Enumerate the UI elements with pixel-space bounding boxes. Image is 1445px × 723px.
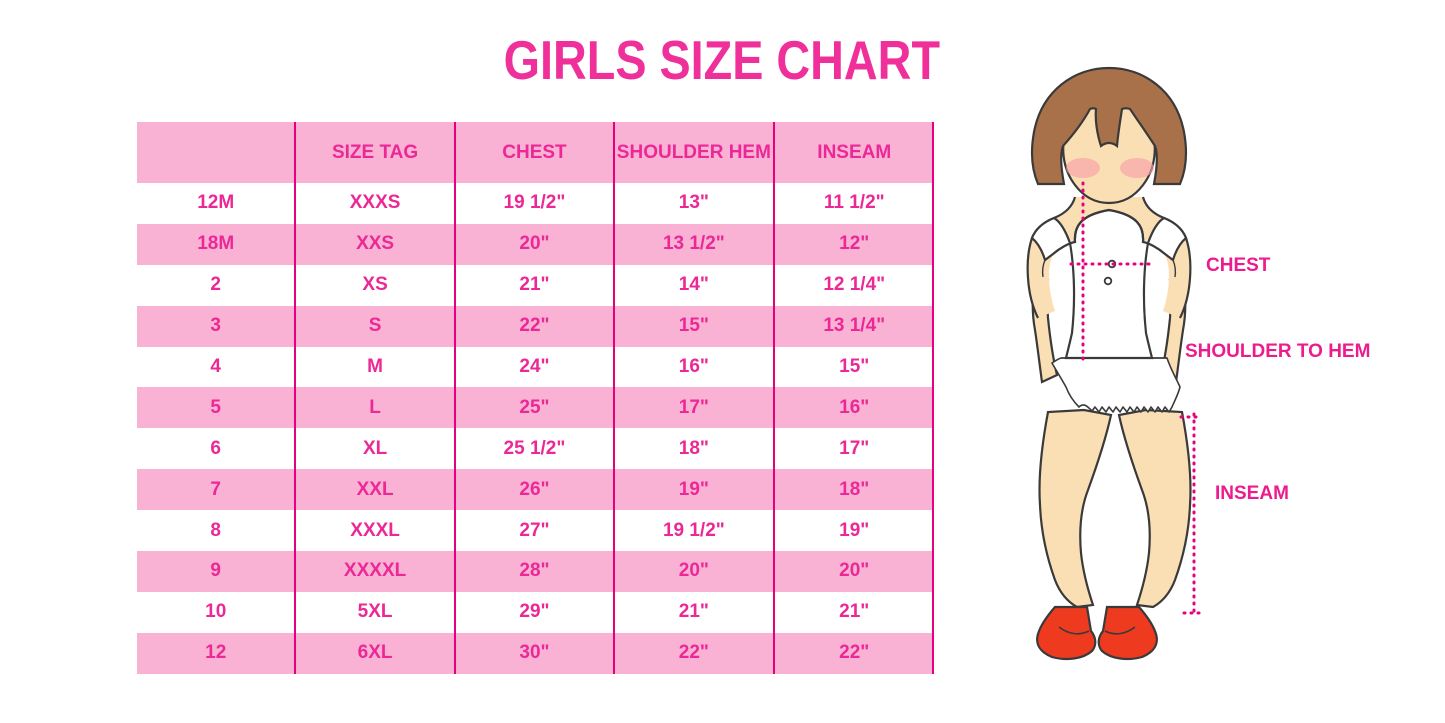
svg-text:CHEST: CHEST xyxy=(1206,255,1271,276)
svg-text:SHOULDER TO HEM: SHOULDER TO HEM xyxy=(1185,341,1370,362)
svg-text:INSEAM: INSEAM xyxy=(1215,483,1289,504)
